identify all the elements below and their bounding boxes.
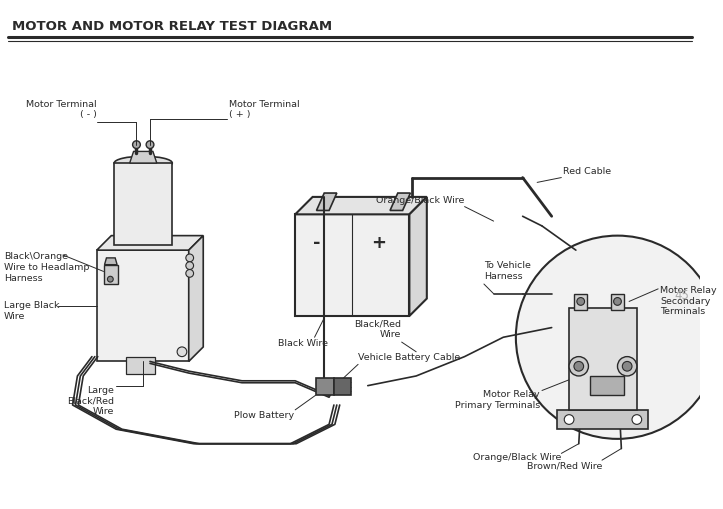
Text: To Vehicle
Harness: To Vehicle Harness bbox=[484, 261, 531, 281]
Polygon shape bbox=[334, 378, 351, 395]
Text: Motor Relay
Primary Terminals: Motor Relay Primary Terminals bbox=[455, 390, 540, 410]
Polygon shape bbox=[569, 308, 637, 410]
Polygon shape bbox=[97, 236, 203, 250]
Polygon shape bbox=[97, 250, 189, 361]
Polygon shape bbox=[317, 193, 337, 210]
Text: Orange/Black Wire: Orange/Black Wire bbox=[376, 195, 465, 205]
Polygon shape bbox=[295, 214, 409, 316]
Text: Black\Orange
Wire to Headlamp
Harness: Black\Orange Wire to Headlamp Harness bbox=[4, 252, 89, 282]
Circle shape bbox=[632, 415, 642, 425]
Polygon shape bbox=[189, 236, 203, 361]
Polygon shape bbox=[295, 197, 427, 214]
Ellipse shape bbox=[114, 156, 172, 170]
Polygon shape bbox=[409, 197, 427, 316]
Circle shape bbox=[108, 276, 114, 282]
Text: Red Cable: Red Cable bbox=[563, 166, 612, 176]
Polygon shape bbox=[315, 378, 334, 395]
Circle shape bbox=[186, 262, 194, 269]
Circle shape bbox=[132, 141, 140, 149]
Text: +: + bbox=[371, 234, 386, 251]
Ellipse shape bbox=[114, 239, 172, 252]
Text: MOTOR AND MOTOR RELAY TEST DIAGRAM: MOTOR AND MOTOR RELAY TEST DIAGRAM bbox=[12, 20, 332, 34]
Circle shape bbox=[177, 347, 187, 357]
Bar bbox=[114, 163, 172, 245]
Circle shape bbox=[146, 141, 154, 149]
Text: Large
Black/Red
Wire: Large Black/Red Wire bbox=[67, 386, 114, 416]
Circle shape bbox=[564, 415, 574, 425]
Text: Motor Relay
Secondary
Terminals: Motor Relay Secondary Terminals bbox=[660, 286, 716, 317]
Circle shape bbox=[614, 298, 621, 305]
Polygon shape bbox=[129, 151, 157, 163]
Circle shape bbox=[516, 236, 719, 439]
Circle shape bbox=[577, 298, 585, 305]
Circle shape bbox=[623, 361, 632, 371]
Text: Orange/Black Wire: Orange/Black Wire bbox=[473, 454, 561, 462]
Bar bbox=[126, 357, 155, 374]
Polygon shape bbox=[574, 294, 588, 310]
Circle shape bbox=[186, 269, 194, 277]
Text: Large Black
Wire: Large Black Wire bbox=[4, 301, 59, 321]
Polygon shape bbox=[557, 410, 649, 429]
Circle shape bbox=[569, 357, 589, 376]
Text: Motor Terminal
( - ): Motor Terminal ( - ) bbox=[26, 100, 97, 120]
Text: Motor Terminal
( + ): Motor Terminal ( + ) bbox=[229, 100, 300, 120]
Circle shape bbox=[617, 357, 637, 376]
Polygon shape bbox=[591, 376, 624, 395]
Polygon shape bbox=[103, 265, 118, 284]
Polygon shape bbox=[390, 193, 411, 210]
Text: Black/Red
Wire: Black/Red Wire bbox=[354, 320, 401, 339]
Text: -: - bbox=[313, 234, 320, 251]
Circle shape bbox=[574, 361, 583, 371]
Polygon shape bbox=[105, 258, 117, 265]
Polygon shape bbox=[611, 294, 624, 310]
Text: Black Wire: Black Wire bbox=[278, 339, 328, 348]
Text: 45: 45 bbox=[675, 289, 689, 302]
Text: Plow Battery: Plow Battery bbox=[234, 411, 294, 420]
Text: Vehicle Battery Cable: Vehicle Battery Cable bbox=[358, 353, 461, 362]
Text: Brown/Red Wire: Brown/Red Wire bbox=[526, 461, 602, 470]
Circle shape bbox=[186, 254, 194, 262]
